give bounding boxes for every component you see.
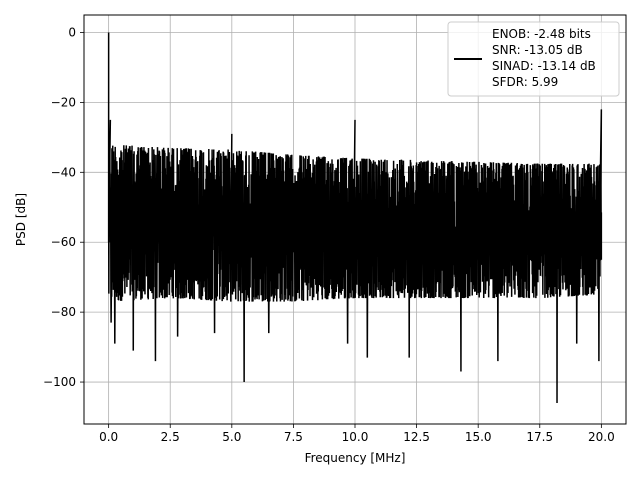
- y-axis-label: PSD [dB]: [14, 193, 28, 246]
- y-tick-label: −20: [51, 95, 76, 109]
- x-axis-ticks: 0.0 2.5 5.0 7.5 10.0 12.5 15.0 17.5 20.0: [99, 424, 615, 444]
- x-tick-label: 12.5: [403, 430, 430, 444]
- x-axis-label: Frequency [MHz]: [305, 451, 406, 465]
- y-tick-label: −60: [51, 235, 76, 249]
- y-tick-label: −80: [51, 305, 76, 319]
- x-tick-label: 17.5: [526, 430, 553, 444]
- x-tick-label: 2.5: [161, 430, 180, 444]
- x-tick-label: 5.0: [222, 430, 241, 444]
- y-tick-label: −40: [51, 165, 76, 179]
- x-tick-label: 7.5: [284, 430, 303, 444]
- legend-text-enob: ENOB: -2.48 bits: [492, 27, 591, 41]
- x-tick-label: 15.0: [465, 430, 492, 444]
- legend: ENOB: -2.48 bits SNR: -13.05 dB SINAD: -…: [447, 21, 620, 97]
- y-tick-label: 0: [68, 25, 76, 39]
- y-tick-label: −100: [43, 375, 76, 389]
- x-tick-label: 10.0: [342, 430, 369, 444]
- x-tick-label: 20.0: [588, 430, 615, 444]
- series-group: [107, 32, 603, 404]
- x-tick-label: 0.0: [99, 430, 118, 444]
- legend-text-sinad: SINAD: -13.14 dB: [492, 59, 596, 73]
- legend-text-snr: SNR: -13.05 dB: [492, 43, 583, 57]
- y-axis-ticks: 0 −20 −40 −60 −80 −100: [43, 25, 84, 389]
- legend-text-sfdr: SFDR: 5.99: [492, 75, 558, 89]
- psd-trace: [107, 32, 603, 404]
- legend-box: [447, 21, 620, 97]
